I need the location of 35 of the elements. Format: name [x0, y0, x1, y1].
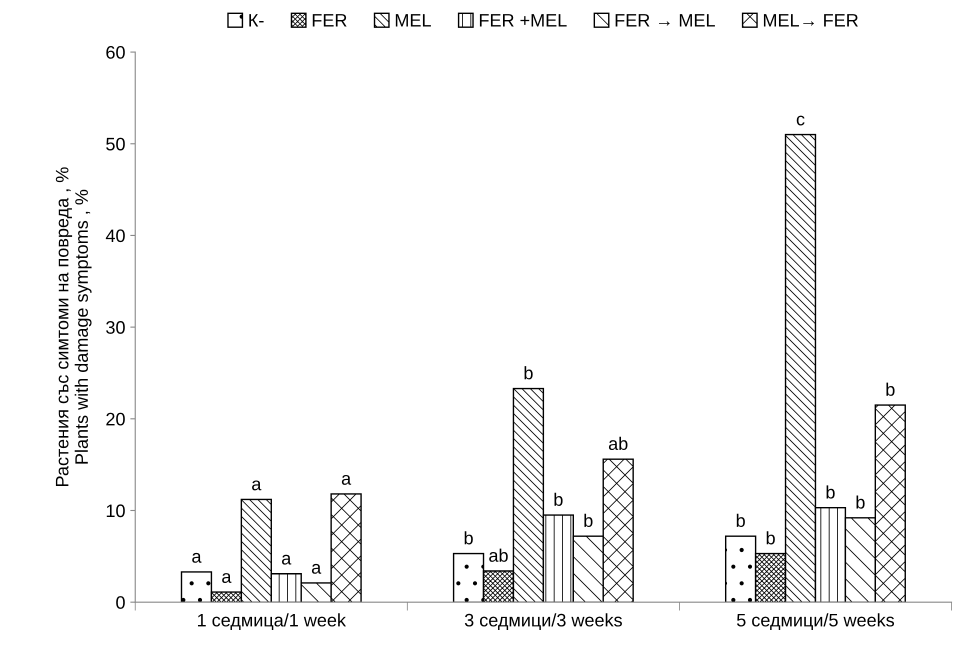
annotation: b [584, 514, 593, 528]
annotation: ab [489, 548, 508, 562]
y-axis-title: Растения със симтоми на повреда , % Plants with damage symptoms , % [56, 167, 92, 486]
legend-label: MEL [396, 14, 431, 26]
legend-label: FER +MEL [480, 14, 567, 26]
annotation: a [222, 573, 232, 583]
x-tick-label: 3 седмици/3 weeks [464, 613, 622, 630]
y-tick-label: 20 [106, 412, 125, 426]
annotation: b [736, 514, 745, 528]
annotation: b [886, 382, 895, 396]
y-tick-label: 50 [106, 138, 125, 150]
annotation: b [464, 531, 473, 544]
legend-label: FER [312, 14, 347, 26]
annotation: b [826, 485, 835, 499]
annotation: a [342, 474, 352, 485]
annotation: c [796, 116, 805, 126]
y-tick-label: 40 [106, 229, 125, 242]
y-tick-label: 10 [106, 504, 125, 518]
annotation: b [856, 495, 865, 509]
y-tick-label: 0 [116, 596, 125, 609]
annotation: ab [608, 436, 628, 450]
annotation: b [524, 366, 533, 380]
annotation: a [252, 480, 262, 490]
y-tick-label: 60 [106, 46, 125, 59]
x-tick-label: 1 седмица/1 week [198, 613, 346, 630]
legend-label: К- [249, 14, 264, 26]
legend-label: MEL→ FER [764, 14, 858, 26]
annotation: b [766, 531, 775, 544]
annotation: a [192, 552, 202, 563]
annotation: a [282, 554, 292, 565]
y-tick-label: 30 [106, 321, 125, 334]
x-tick-label: 5 седмици/5 weeks [736, 613, 894, 630]
annotation: a [312, 564, 322, 574]
legend-label: FER → MEL [616, 14, 715, 26]
annotation: b [554, 492, 563, 506]
